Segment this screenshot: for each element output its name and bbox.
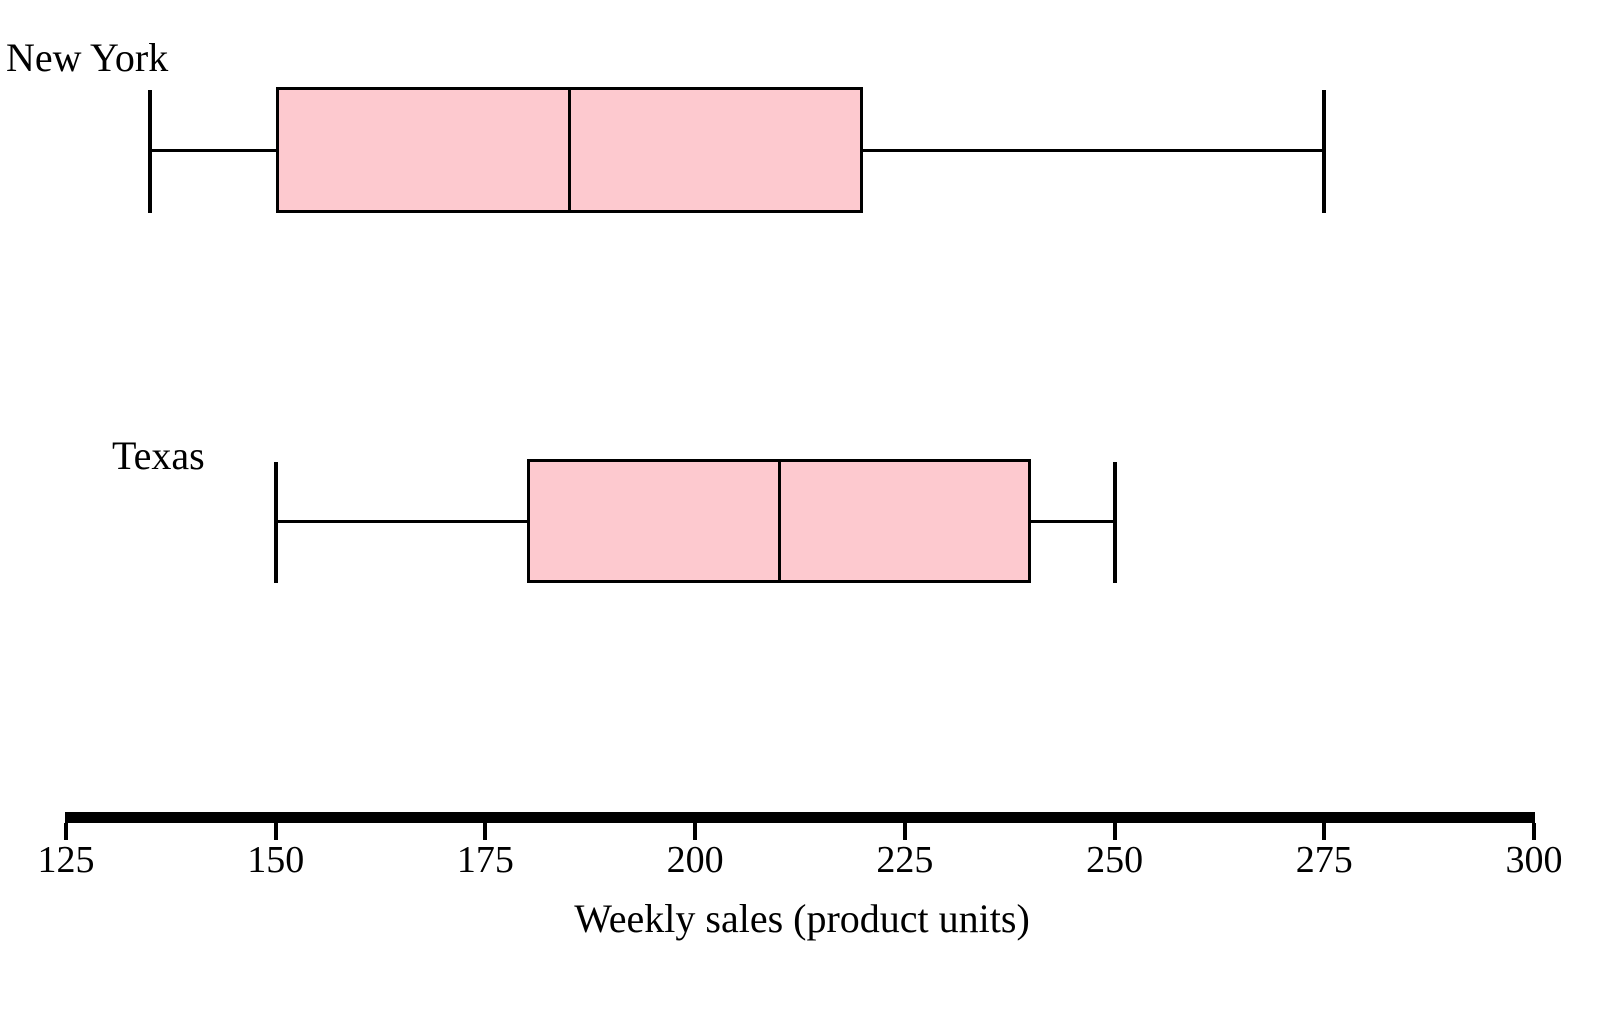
x-axis-title: Weekly sales (product units): [574, 896, 1030, 941]
x-tick-mark: [693, 823, 698, 840]
whisker-line-upper-new-york: [862, 148, 1325, 152]
x-tick-mark: [64, 823, 68, 840]
category-label-new-york: New York: [6, 35, 169, 80]
whisker-cap-max-new-york: [1322, 90, 1327, 213]
x-tick-mark: [1322, 823, 1327, 840]
whisker-cap-min-texas: [273, 462, 278, 583]
whisker-line-upper-texas: [1030, 519, 1115, 523]
whisker-line-lower-new-york: [149, 148, 276, 152]
x-tick-label: 225: [876, 839, 934, 881]
x-tick-mark: [273, 823, 278, 840]
x-tick-mark: [483, 823, 488, 840]
x-tick-label: 275: [1295, 839, 1353, 881]
x-tick-label: 300: [1505, 839, 1563, 881]
x-tick-label: 250: [1086, 839, 1144, 881]
x-axis-line: [65, 812, 1535, 823]
whisker-cap-min-new-york: [147, 90, 152, 213]
whisker-cap-max-texas: [1112, 462, 1117, 583]
x-tick-label: 175: [456, 839, 514, 881]
median-line-texas: [777, 461, 781, 581]
median-line-new-york: [567, 89, 571, 211]
x-tick-label: 200: [666, 839, 724, 881]
x-tick-mark: [1112, 823, 1117, 840]
category-label-texas: Texas: [112, 433, 205, 478]
x-tick-mark: [1532, 823, 1536, 840]
whisker-line-lower-texas: [275, 519, 528, 523]
x-tick-label: 125: [37, 839, 95, 881]
x-tick-mark: [902, 823, 907, 840]
x-tick-label: 150: [247, 839, 305, 881]
